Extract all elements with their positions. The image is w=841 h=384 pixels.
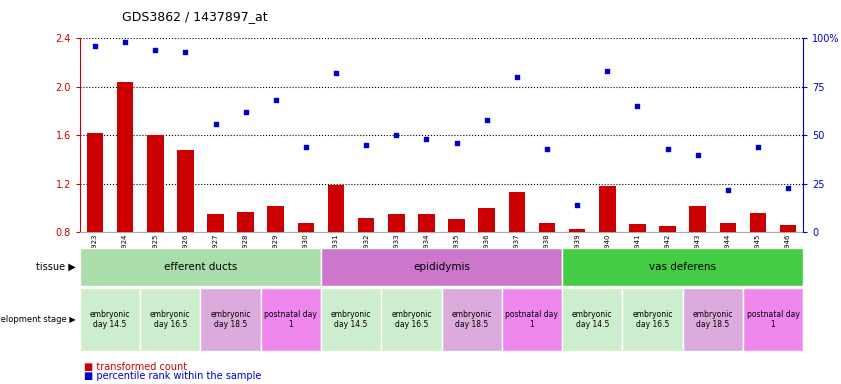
Bar xyxy=(298,223,315,329)
Text: tissue ▶: tissue ▶ xyxy=(36,262,76,272)
Bar xyxy=(479,208,495,329)
Bar xyxy=(117,82,134,329)
Text: development stage ▶: development stage ▶ xyxy=(0,315,76,324)
Text: epididymis: epididymis xyxy=(413,262,470,272)
Point xyxy=(691,152,705,158)
Text: embryonic
day 14.5: embryonic day 14.5 xyxy=(572,310,612,329)
Bar xyxy=(629,224,646,329)
Text: postnatal day
1: postnatal day 1 xyxy=(505,310,558,329)
Point xyxy=(389,132,403,139)
Bar xyxy=(599,186,616,329)
Bar xyxy=(659,226,676,329)
Bar xyxy=(207,214,224,329)
Text: embryonic
day 18.5: embryonic day 18.5 xyxy=(210,310,251,329)
Bar xyxy=(780,225,796,329)
Point xyxy=(480,117,494,123)
Bar xyxy=(690,206,706,329)
Bar xyxy=(509,192,525,329)
Point xyxy=(88,43,102,49)
Point xyxy=(510,74,524,80)
Bar xyxy=(237,212,254,329)
Bar xyxy=(358,218,374,329)
Text: postnatal day
1: postnatal day 1 xyxy=(264,310,317,329)
Point xyxy=(420,136,433,142)
Text: embryonic
day 18.5: embryonic day 18.5 xyxy=(452,310,492,329)
Point xyxy=(119,39,132,45)
Point xyxy=(359,142,373,148)
Point xyxy=(721,187,734,193)
Bar xyxy=(267,206,284,329)
Bar xyxy=(569,229,585,329)
Text: efferent ducts: efferent ducts xyxy=(164,262,237,272)
Bar xyxy=(749,213,766,329)
Bar xyxy=(448,219,465,329)
Text: embryonic
day 18.5: embryonic day 18.5 xyxy=(692,310,733,329)
Point xyxy=(178,49,192,55)
Bar xyxy=(177,150,193,329)
Bar xyxy=(539,223,555,329)
Point xyxy=(600,68,614,74)
Bar xyxy=(147,135,163,329)
Text: embryonic
day 16.5: embryonic day 16.5 xyxy=(391,310,431,329)
Bar xyxy=(720,223,736,329)
Point xyxy=(149,47,162,53)
Point xyxy=(661,146,674,152)
Point xyxy=(570,202,584,208)
Text: ■ transformed count: ■ transformed count xyxy=(84,362,188,372)
Text: embryonic
day 16.5: embryonic day 16.5 xyxy=(632,310,673,329)
Text: GDS3862 / 1437897_at: GDS3862 / 1437897_at xyxy=(122,10,267,23)
Point xyxy=(540,146,553,152)
Text: ■ percentile rank within the sample: ■ percentile rank within the sample xyxy=(84,371,262,381)
Text: embryonic
day 14.5: embryonic day 14.5 xyxy=(90,310,130,329)
Bar xyxy=(418,214,435,329)
Point xyxy=(781,185,795,191)
Point xyxy=(269,98,283,104)
Point xyxy=(330,70,343,76)
Text: vas deferens: vas deferens xyxy=(649,262,717,272)
Text: embryonic
day 16.5: embryonic day 16.5 xyxy=(150,310,191,329)
Point xyxy=(751,144,764,150)
Bar xyxy=(328,185,344,329)
Point xyxy=(299,144,313,150)
Text: postnatal day
1: postnatal day 1 xyxy=(747,310,800,329)
Bar xyxy=(87,133,103,329)
Point xyxy=(239,109,252,115)
Text: embryonic
day 14.5: embryonic day 14.5 xyxy=(331,310,372,329)
Point xyxy=(631,103,644,109)
Point xyxy=(209,121,222,127)
Bar xyxy=(388,214,405,329)
Point xyxy=(450,140,463,146)
